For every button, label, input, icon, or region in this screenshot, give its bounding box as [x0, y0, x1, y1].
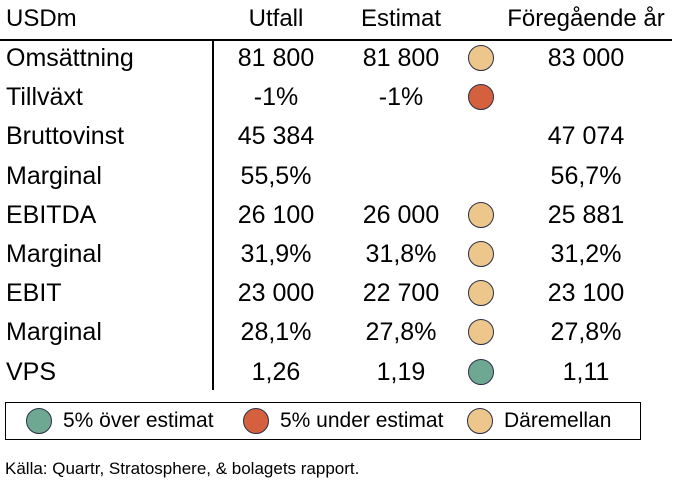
- label-column-divider: [212, 40, 214, 390]
- previous-year-value: 83 000: [547, 44, 625, 72]
- previous-year-value: 25 881: [547, 201, 625, 229]
- yellow-indicator-dot-icon: [468, 45, 494, 71]
- estimate-value: 26 000: [362, 201, 440, 229]
- actual-value: 28,1%: [240, 318, 312, 346]
- estimate-value: 31,8%: [365, 240, 437, 268]
- col-header-actual: Utfall: [248, 5, 304, 32]
- previous-year-value: 1,11: [562, 358, 610, 386]
- estimate-value: 27,8%: [365, 318, 437, 346]
- previous-year-value: 47 074: [547, 122, 625, 150]
- legend-yellow-dot-icon: [467, 408, 493, 434]
- actual-value: -1%: [253, 83, 299, 111]
- estimate-value: -1%: [378, 83, 424, 111]
- yellow-indicator-dot-icon: [468, 319, 494, 345]
- actual-value: 45 384: [237, 122, 315, 150]
- previous-year-value: 23 100: [547, 279, 625, 307]
- estimate-value: 22 700: [362, 279, 440, 307]
- legend: 5% över estimat 5% under estimat Däremel…: [5, 402, 641, 440]
- row-label: Marginal: [6, 240, 102, 268]
- row-label: VPS: [6, 358, 57, 386]
- col-header-estimate: Estimat: [360, 5, 441, 32]
- row-label: EBITDA: [6, 201, 97, 229]
- red-indicator-dot-icon: [468, 84, 494, 110]
- actual-value: 23 000: [237, 279, 315, 307]
- actual-value: 55,5%: [240, 162, 312, 190]
- yellow-indicator-dot-icon: [468, 241, 494, 267]
- previous-year-value: 56,7%: [550, 162, 622, 190]
- row-label: Marginal: [6, 318, 102, 346]
- row-label: Tillväxt: [6, 83, 83, 111]
- previous-year-value: 27,8%: [550, 318, 622, 346]
- unit-header: USDm: [6, 5, 77, 32]
- row-label: Marginal: [6, 162, 102, 190]
- source-note: Källa: Quartr, Stratosphere, & bolagets …: [5, 459, 360, 478]
- actual-value: 1,26: [251, 358, 301, 386]
- actual-value: 26 100: [237, 201, 315, 229]
- previous-year-value: 31,2%: [550, 240, 622, 268]
- yellow-indicator-dot-icon: [468, 202, 494, 228]
- legend-label-below: 5% under estimat: [280, 409, 444, 432]
- row-label: Omsättning: [6, 44, 134, 72]
- estimate-value: 1,19: [376, 358, 426, 386]
- row-label: Bruttovinst: [6, 122, 125, 150]
- col-header-previous: Föregående år: [507, 5, 665, 32]
- green-indicator-dot-icon: [468, 359, 494, 385]
- legend-label-between: Däremellan: [504, 409, 612, 432]
- actual-value: 31,9%: [240, 240, 312, 268]
- actual-value: 81 800: [237, 44, 315, 72]
- legend-green-dot-icon: [26, 408, 52, 434]
- legend-label-above: 5% över estimat: [63, 409, 214, 432]
- legend-red-dot-icon: [243, 408, 269, 434]
- row-label: EBIT: [6, 279, 62, 307]
- header-divider: [0, 39, 672, 41]
- estimate-value: 81 800: [362, 44, 440, 72]
- yellow-indicator-dot-icon: [468, 280, 494, 306]
